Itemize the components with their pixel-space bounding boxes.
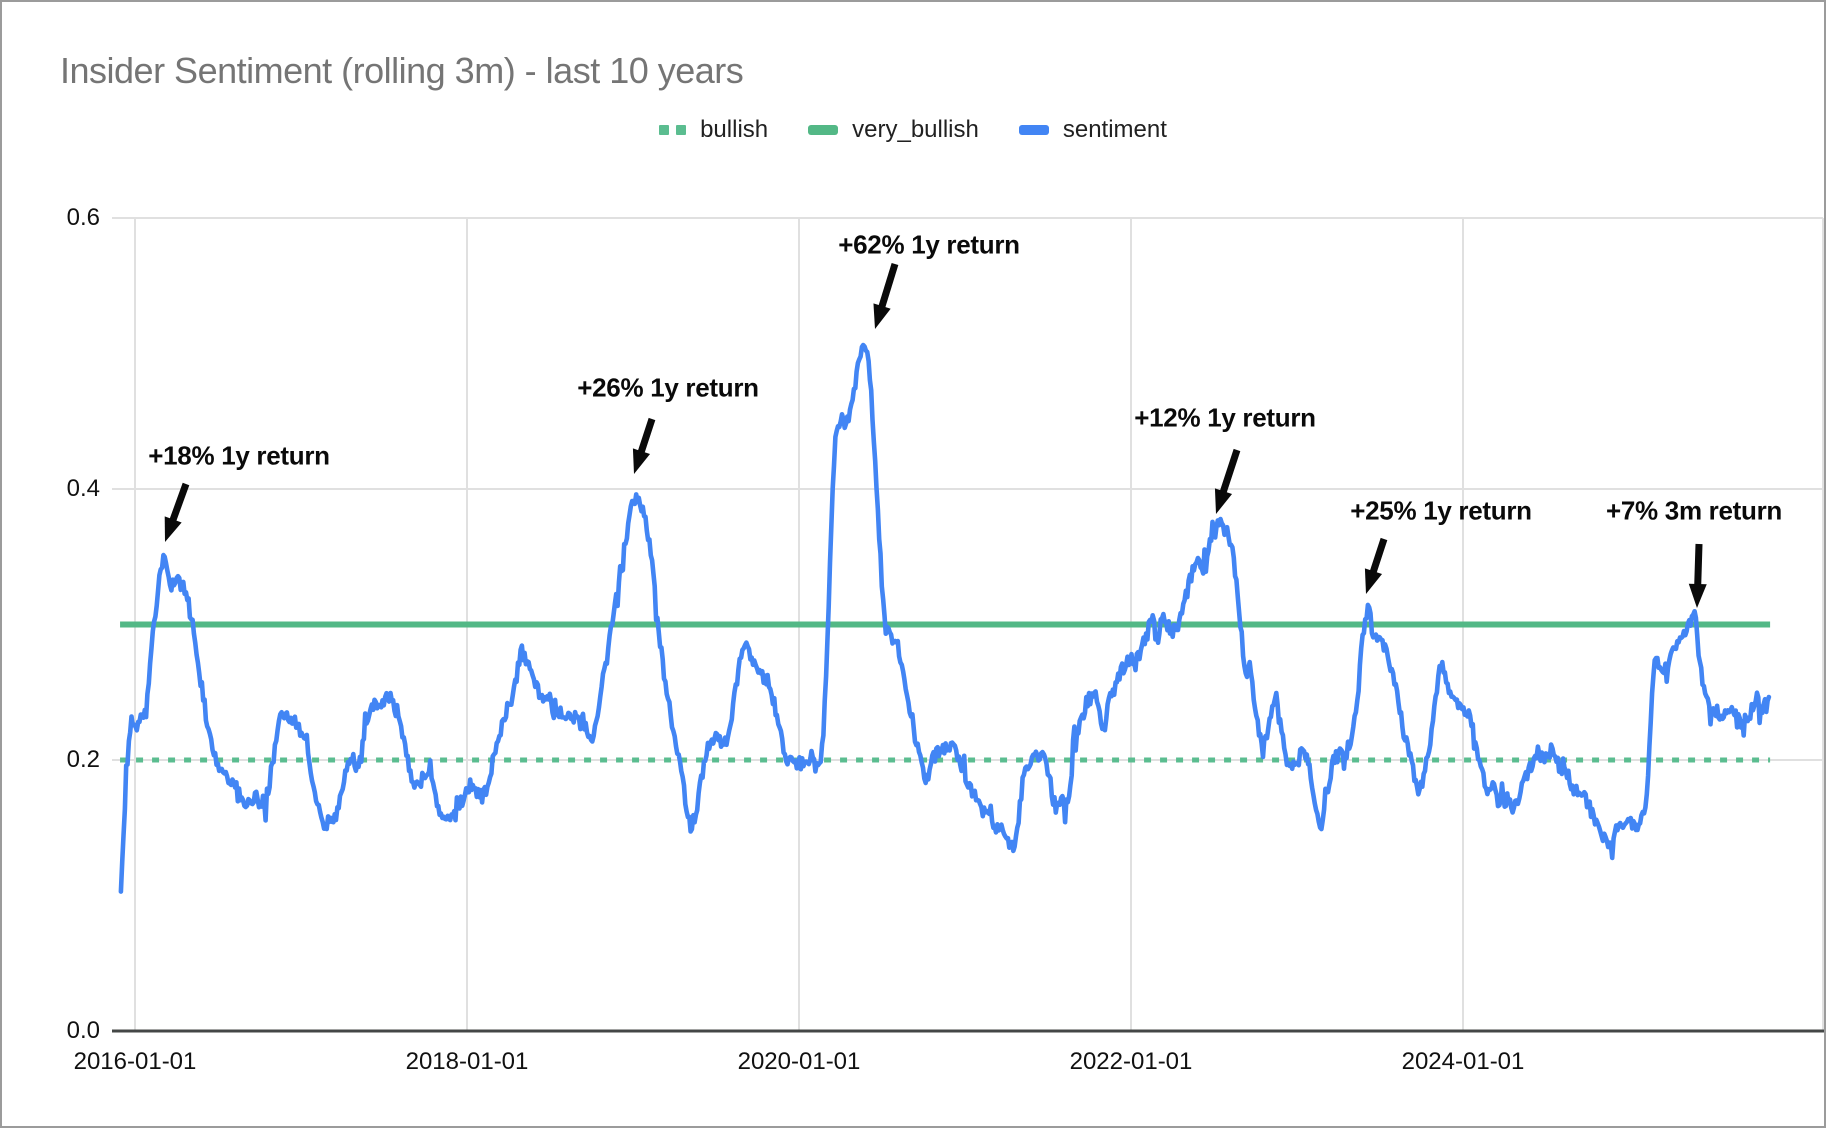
annotation-label: +12% 1y return	[1134, 402, 1316, 433]
legend-item-very-bullish: very_bullish	[808, 116, 979, 144]
legend-item-bullish: bullish	[659, 116, 768, 144]
annotation-arrow-shaft	[636, 417, 656, 458]
annotation-arrow-head	[873, 303, 891, 329]
annotation-arrow-head	[1214, 488, 1233, 514]
sentiment-line-swatch	[1018, 125, 1049, 135]
annotation-arrow-shaft	[1368, 537, 1388, 578]
annotation-arrow-head	[164, 516, 182, 542]
legend-label-very-bullish: very_bullish	[852, 116, 979, 143]
annotation-arrow-head	[1688, 583, 1707, 608]
x-axis-tick-label: 2022-01-01	[1069, 1048, 1193, 1075]
annotation-label: +18% 1y return	[148, 440, 330, 471]
annotation-arrow-head	[1364, 568, 1383, 594]
chart-title: Insider Sentiment (rolling 3m) - last 10…	[60, 50, 744, 91]
annotation-label: +25% 1y return	[1350, 495, 1532, 526]
x-axis-tick-label: 2024-01-01	[1401, 1048, 1525, 1075]
x-axis-tick-label: 2020-01-01	[737, 1048, 861, 1075]
x-axis-tick-label: 2018-01-01	[405, 1048, 529, 1075]
chart-legend: bullish very_bullish sentiment	[2, 116, 1824, 144]
annotation-arrow-shaft	[1694, 543, 1703, 591]
very-bullish-line-swatch	[808, 125, 839, 135]
annotation-arrow-shaft	[167, 482, 190, 527]
annotation-arrow-head	[632, 448, 651, 474]
y-axis-tick-label: 0.0	[66, 1017, 100, 1044]
y-axis-tick-label: 0.4	[66, 475, 100, 502]
annotation-arrow-shaft	[1218, 448, 1241, 498]
y-axis-tick-label: 0.6	[66, 204, 100, 231]
sentiment-line	[118, 342, 1772, 894]
bullish-dotted-swatch	[659, 125, 687, 135]
annotation-label: +26% 1y return	[577, 372, 759, 403]
annotation-label: +7% 3m return	[1605, 495, 1783, 526]
y-axis-tick-label: 0.2	[66, 746, 100, 773]
legend-item-sentiment: sentiment	[1018, 116, 1167, 144]
annotation-label: +62% 1y return	[838, 229, 1020, 260]
x-axis-tick-label: 2016-01-01	[73, 1048, 197, 1075]
legend-label-sentiment: sentiment	[1062, 116, 1167, 143]
legend-label-bullish: bullish	[700, 116, 769, 143]
annotation-arrow-shaft	[876, 262, 899, 313]
